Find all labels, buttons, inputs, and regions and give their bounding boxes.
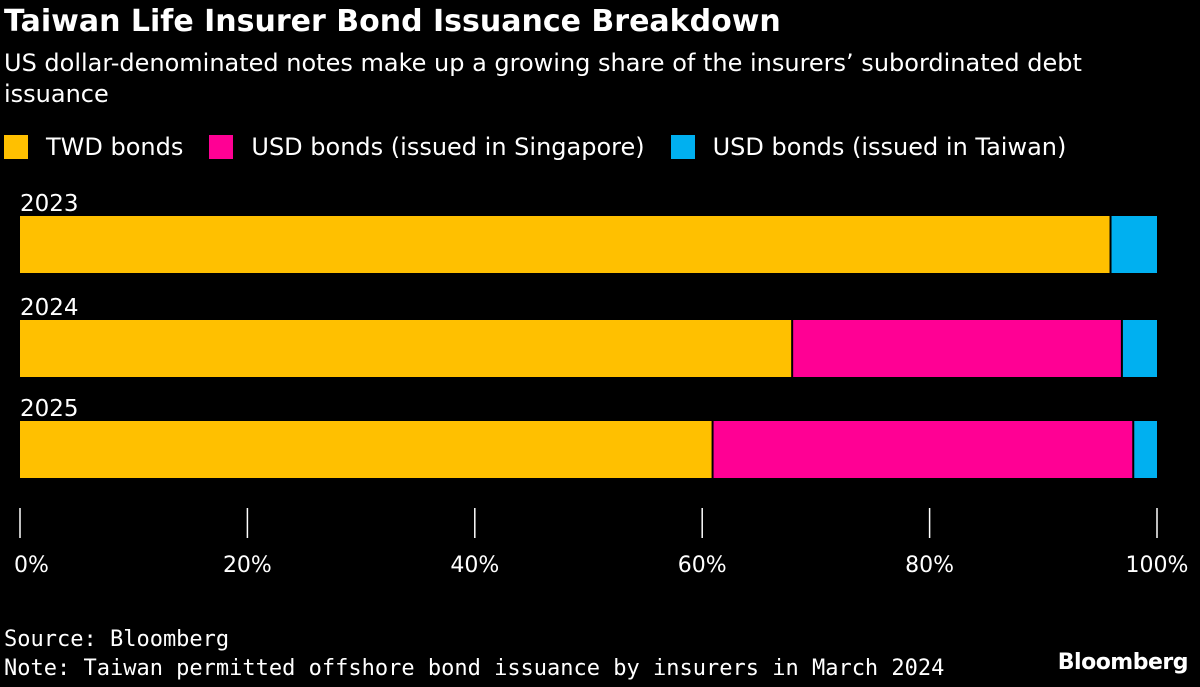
bar-chart: 2023 2024 2025 0% 20% 40% 60% 80% 100% xyxy=(14,191,1189,578)
legend-label-usd-singapore: USD bonds (issued in Singapore) xyxy=(251,133,645,161)
x-tick-label-60: 60% xyxy=(678,553,727,578)
legend-item-usd-taiwan: USD bonds (issued in Taiwan) xyxy=(670,131,1067,163)
x-tick-label-100: 100% xyxy=(1126,553,1189,578)
legend-swatch-usd-singapore xyxy=(209,135,234,159)
bar-2025-series-1 xyxy=(713,421,1133,478)
legend: TWD bonds USD bonds (issued in Singapore… xyxy=(4,131,1092,163)
bar-2024-series-2 xyxy=(1122,320,1157,377)
x-tick-label-20: 20% xyxy=(223,553,272,578)
legend-label-twd: TWD bonds xyxy=(46,133,184,161)
category-label-2024: 2024 xyxy=(20,295,79,321)
bar-2024-series-0 xyxy=(20,320,792,377)
bar-2023-series-2 xyxy=(1111,216,1157,273)
bar-2025-series-0 xyxy=(20,421,712,478)
x-tick-label-40: 40% xyxy=(450,553,499,578)
x-tick-label-80: 80% xyxy=(905,553,954,578)
bar-2023-series-0 xyxy=(20,216,1110,273)
footnote: Note: Taiwan permitted offshore bond iss… xyxy=(4,656,945,681)
bar-2024-series-1 xyxy=(793,320,1121,377)
x-tick-label-0: 0% xyxy=(14,553,49,578)
chart-subtitle: US dollar-denominated notes make up a gr… xyxy=(4,49,1082,108)
chart-title: Taiwan Life Insurer Bond Issuance Breakd… xyxy=(4,4,781,39)
legend-item-usd-singapore: USD bonds (issued in Singapore) xyxy=(209,131,645,163)
bar-2025-series-2 xyxy=(1134,421,1157,478)
source-note: Source: Bloomberg xyxy=(4,627,230,652)
category-label-2025: 2025 xyxy=(20,396,79,422)
bloomberg-logo: Bloomberg xyxy=(1057,650,1189,675)
legend-swatch-twd xyxy=(4,135,28,159)
category-label-2023: 2023 xyxy=(20,191,79,217)
legend-swatch-usd-taiwan xyxy=(670,135,695,159)
legend-item-twd: TWD bonds xyxy=(4,131,183,163)
legend-label-usd-taiwan: USD bonds (issued in Taiwan) xyxy=(712,133,1067,161)
